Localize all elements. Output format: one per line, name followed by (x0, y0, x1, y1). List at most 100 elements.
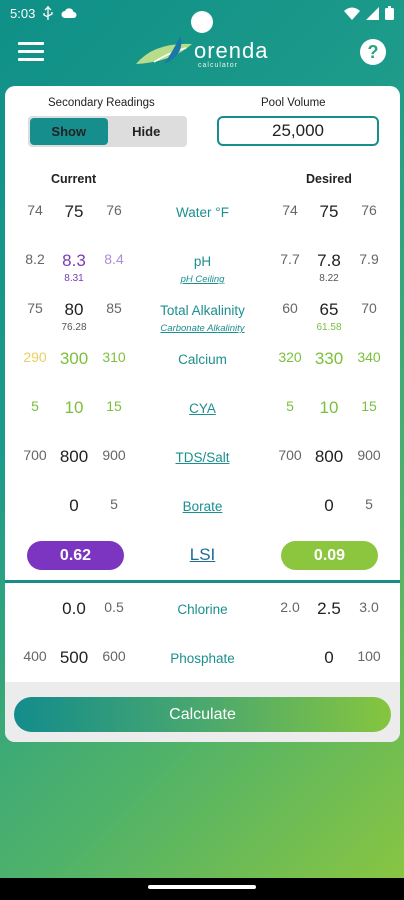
cya-row: 5 10 15 CYA 5 10 15 (5, 398, 400, 428)
tds-current-high[interactable]: 900 (102, 447, 126, 463)
ta-desired-low[interactable]: 60 (282, 300, 298, 316)
home-handle[interactable] (148, 885, 256, 889)
tds-row: 700 800 900 TDS/Salt 700 800 900 (5, 447, 400, 477)
pool-volume-input[interactable]: 25,000 (217, 116, 379, 146)
section-divider (5, 580, 400, 583)
ph-current-high[interactable]: 8.4 (104, 251, 124, 267)
water-desired-high[interactable]: 76 (361, 202, 377, 218)
ph-desired-ceiling: 8.22 (319, 273, 339, 284)
ph-desired-high[interactable]: 7.9 (359, 251, 379, 267)
hamburger-menu-icon[interactable] (18, 42, 44, 64)
water-row: 74 75 76 Water °F 74 75 76 (5, 202, 400, 232)
chlorine-desired-high[interactable]: 3.0 (359, 599, 379, 615)
water-current-high[interactable]: 76 (106, 202, 122, 218)
calcium-desired-low[interactable]: 320 (278, 349, 302, 365)
pool-volume-label: Pool Volume (261, 97, 326, 109)
battery-icon (385, 6, 394, 20)
ta-desired-value[interactable]: 65 (319, 300, 339, 319)
borate-current-value[interactable]: 0 (69, 496, 79, 515)
secondary-readings-label: Secondary Readings (48, 97, 155, 109)
desired-column-header: Desired (306, 172, 352, 186)
chlorine-desired-low[interactable]: 2.0 (280, 599, 300, 615)
tds-desired-value[interactable]: 800 (314, 447, 344, 466)
chlorine-current-value[interactable]: 0.0 (62, 599, 86, 618)
help-icon[interactable]: ? (360, 39, 386, 65)
hide-button[interactable]: Hide (132, 124, 161, 139)
cya-desired-low[interactable]: 5 (286, 398, 294, 414)
calculate-button[interactable]: Calculate (14, 697, 391, 732)
borate-label[interactable]: Borate (182, 499, 223, 514)
status-time: 5:03 (10, 5, 36, 21)
cya-label[interactable]: CYA (189, 401, 216, 416)
calcium-current-value[interactable]: 300 (59, 349, 89, 368)
borate-current-high[interactable]: 5 (110, 496, 118, 512)
phosphate-row: 400 500 600 Phosphate 0 100 (5, 648, 400, 678)
usb-icon (43, 6, 53, 20)
wifi-icon (344, 7, 360, 20)
calcium-desired-high[interactable]: 340 (357, 349, 381, 365)
ph-label: pH (193, 254, 212, 269)
water-desired-value[interactable]: 75 (319, 202, 339, 221)
calcium-current-low[interactable]: 290 (23, 349, 47, 365)
phosphate-desired-value[interactable]: 0 (324, 648, 334, 667)
ph-ceiling-link[interactable]: pH Ceiling (180, 274, 225, 285)
ph-desired-low[interactable]: 7.7 (280, 251, 300, 267)
ph-row: 8.2 8.3 8.31 8.4 pH pH Ceiling 7.7 7.8 8… (5, 251, 400, 285)
ph-current-low[interactable]: 8.2 (25, 251, 45, 267)
phosphate-current-value[interactable]: 500 (59, 648, 89, 667)
ta-desired-high[interactable]: 70 (361, 300, 377, 316)
show-button[interactable]: Show (30, 118, 108, 145)
water-label: Water °F (176, 205, 229, 220)
calcium-current-high[interactable]: 310 (102, 349, 126, 365)
cya-current-high[interactable]: 15 (106, 398, 122, 414)
app-header: orenda calculator ? (0, 30, 404, 86)
borate-desired-value[interactable]: 0 (324, 496, 334, 515)
ta-current-high[interactable]: 85 (106, 300, 122, 316)
chlorine-label: Chlorine (177, 602, 228, 617)
tds-desired-low[interactable]: 700 (278, 447, 302, 463)
water-current-value[interactable]: 75 (64, 202, 84, 221)
orenda-logo: orenda calculator (134, 34, 274, 74)
ph-desired-value[interactable]: 7.8 (317, 251, 341, 270)
ph-current-value[interactable]: 8.3 (62, 251, 86, 270)
ph-current-ceiling: 8.31 (64, 273, 84, 284)
cya-desired-value[interactable]: 10 (319, 398, 339, 417)
cya-current-low[interactable]: 5 (31, 398, 39, 414)
lsi-current-badge: 0.62 (27, 541, 124, 570)
tds-current-value[interactable]: 800 (59, 447, 89, 466)
water-current-low[interactable]: 74 (27, 202, 43, 218)
tds-desired-high[interactable]: 900 (357, 447, 381, 463)
phosphate-label: Phosphate (170, 651, 235, 666)
camera-cutout (191, 11, 213, 33)
calcium-row: 290 300 310 Calcium 320 330 340 (5, 349, 400, 379)
calcium-label: Calcium (178, 352, 227, 367)
tds-label[interactable]: TDS/Salt (175, 450, 230, 465)
phosphate-desired-high[interactable]: 100 (357, 648, 381, 664)
alkalinity-label: Total Alkalinity (160, 303, 245, 318)
current-column-header: Current (51, 172, 97, 186)
cya-desired-high[interactable]: 15 (361, 398, 377, 414)
calculator-card: Secondary Readings Pool Volume Show Hide… (5, 86, 400, 742)
water-desired-low[interactable]: 74 (282, 202, 298, 218)
status-bar: 5:03 (0, 0, 404, 26)
ta-desired-carbonate: 61.58 (316, 322, 342, 333)
borate-row: 0 5 Borate 0 5 (5, 496, 400, 526)
ta-current-value[interactable]: 80 (64, 300, 84, 319)
alkalinity-row: 75 80 76.28 85 Total Alkalinity Carbonat… (5, 300, 400, 334)
tds-current-low[interactable]: 700 (23, 447, 47, 463)
signal-icon (366, 6, 379, 20)
ta-current-low[interactable]: 75 (27, 300, 43, 316)
system-nav-bar (0, 878, 404, 900)
phosphate-current-high[interactable]: 600 (102, 648, 126, 664)
chlorine-desired-value[interactable]: 2.5 (317, 599, 341, 618)
phosphate-current-low[interactable]: 400 (23, 648, 47, 664)
logo-subtext: calculator (198, 62, 238, 69)
cloud-icon (61, 8, 77, 18)
cya-current-value[interactable]: 10 (64, 398, 84, 417)
calcium-desired-value[interactable]: 330 (314, 349, 344, 368)
lsi-label[interactable]: LSI (189, 545, 216, 564)
carbonate-alkalinity-link[interactable]: Carbonate Alkalinity (160, 323, 245, 334)
chlorine-current-high[interactable]: 0.5 (104, 599, 124, 615)
secondary-readings-toggle: Show Hide (28, 116, 187, 147)
borate-desired-high[interactable]: 5 (365, 496, 373, 512)
